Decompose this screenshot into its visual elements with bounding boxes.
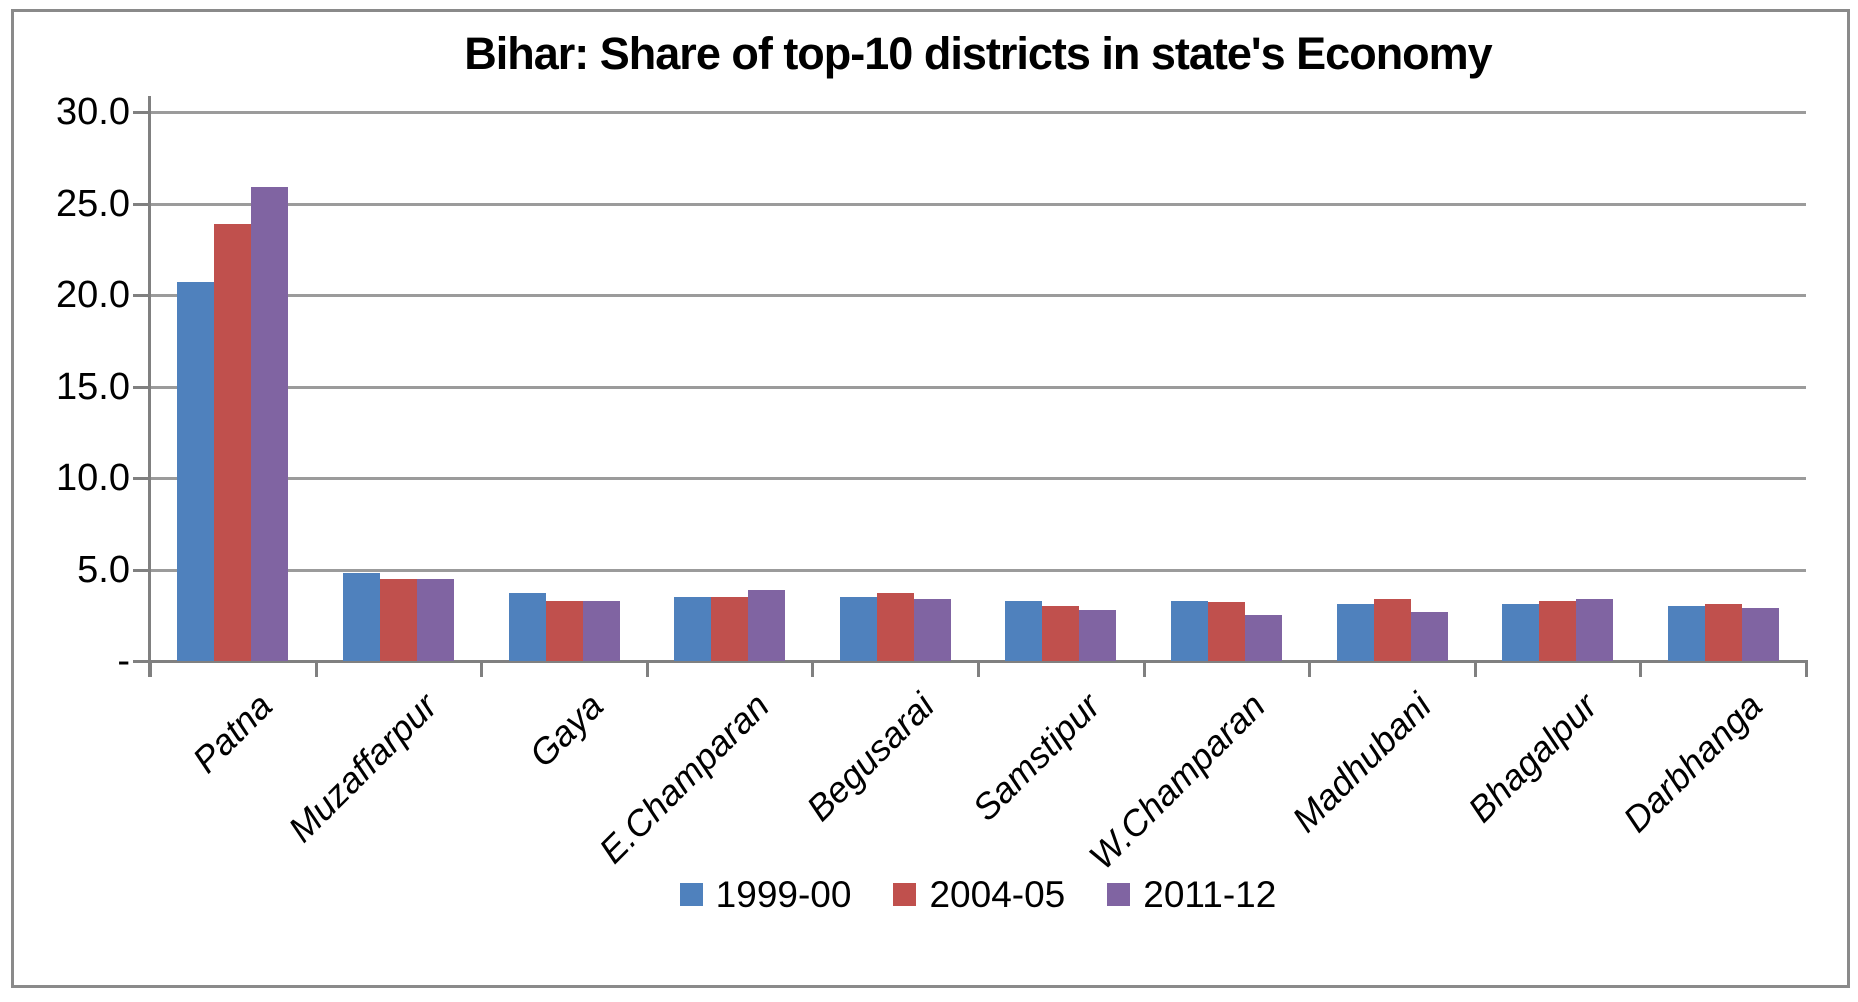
bar-2004-05-Gaya [545,600,583,661]
y-axis-label-20: 20.0 [56,274,130,316]
bar-2004-05-W.Champaran [1207,602,1245,661]
x-tick-3 [645,662,649,677]
gridline-10 [150,477,1806,480]
legend-item-2004-05: 2004-05 [893,876,1065,913]
bar-2004-05-E.Champaran [711,596,749,661]
legend-item-1999-00: 1999-00 [679,873,852,915]
bar-1999-00-W.Champaran [1170,600,1208,661]
y-tick-0 [133,660,150,663]
x-tick-1 [314,662,318,677]
chart-outer-border [11,9,1850,988]
y-axis-label-10: 10.0 [56,457,130,499]
y-axis-label-5: 5.0 [77,548,130,591]
bar-2011-12-Gaya [582,600,620,661]
y-tick-20 [133,294,150,297]
bar-2004-05-Samstipur [1042,606,1080,661]
bar-1999-00-Darbhanga [1667,606,1705,661]
legend-swatch-1999-00 [679,882,703,906]
gridline-30 [150,111,1806,114]
legend-item-2011-12: 2011-12 [1107,876,1276,913]
bar-2011-12-W.Champaran [1244,615,1282,661]
bar-2004-05-Patna [214,223,252,661]
bar-1999-00-Bhagalpur [1502,604,1540,661]
bar-2004-05-Bhagalpur [1539,600,1577,661]
gridline-5 [150,568,1806,572]
y-tick-30 [133,111,150,114]
x-axis [148,660,1808,663]
bar-2011-12-Samstipur [1079,609,1117,661]
gridline-15 [150,385,1806,389]
x-tick-5 [977,662,980,677]
x-tick-4 [811,662,815,677]
y-tick-10 [133,477,150,480]
gridline-25 [150,202,1806,206]
y-axis-label-15: 15.0 [56,365,130,408]
bar-2011-12-Darbhanga [1741,607,1779,661]
bar-1999-00-Madhubani [1336,604,1374,661]
legend-label-2011-12: 2011-12 [1143,873,1277,915]
bar-2004-05-Madhubani [1373,598,1411,661]
y-axis-label-0: - [117,640,130,682]
legend-swatch-2004-05 [893,882,917,906]
bar-2011-12-Madhubani [1410,611,1448,661]
x-tick-0 [149,662,152,677]
bar-2011-12-Patna [251,187,289,661]
legend-label-1999-00: 1999-00 [715,873,852,915]
bar-2011-12-Muzaffarpur [416,578,454,661]
y-axis-label-30: 30.0 [56,91,130,133]
bar-2004-05-Begusarai [876,593,914,661]
bar-1999-00-E.Champaran [674,596,712,661]
bar-1999-00-Gaya [508,593,546,661]
x-tick-9 [1639,662,1643,677]
x-tick-7 [1308,662,1312,677]
x-tick-6 [1142,662,1146,677]
y-axis-label-25: 25.0 [56,182,130,225]
bar-1999-00-Samstipur [1005,600,1043,661]
y-tick-15 [133,385,150,389]
legend-swatch-2011-12 [1107,882,1131,906]
chart-title: Bihar: Share of top-10 districts in stat… [464,28,1492,79]
bar-2011-12-E.Champaran [748,589,786,661]
bar-2004-05-Muzaffarpur [379,578,417,661]
x-tick-8 [1473,662,1477,677]
bar-2011-12-Begusarai [913,598,951,661]
gridline-20 [150,294,1806,297]
y-tick-5 [133,568,150,572]
legend-label-2004-05: 2004-05 [929,873,1066,915]
bar-2011-12-Bhagalpur [1576,598,1614,661]
legend: 1999-00 2004-05 2011-12 [150,872,1806,916]
x-tick-2 [480,662,484,677]
y-tick-25 [133,202,150,206]
x-tick-10 [1805,662,1808,677]
bar-1999-00-Muzaffarpur [342,573,380,661]
bar-1999-00-Patna [177,282,215,661]
bar-2004-05-Darbhanga [1704,604,1742,661]
bar-1999-00-Begusarai [839,596,877,661]
